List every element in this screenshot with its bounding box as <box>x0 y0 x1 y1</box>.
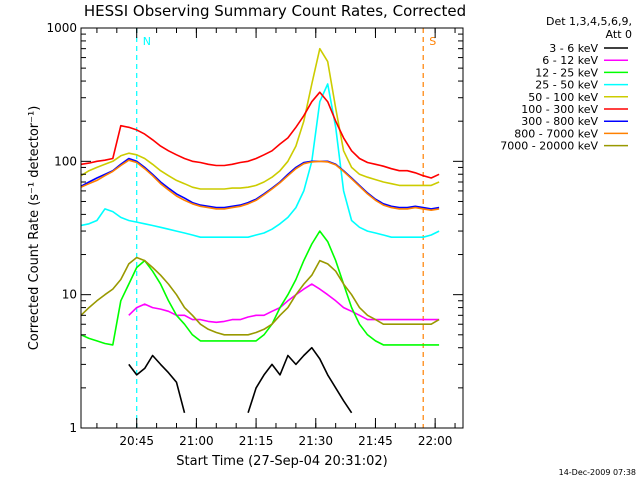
y-axis-label: Corrected Count Rate (s⁻¹ detector⁻¹) <box>27 106 42 351</box>
footer-timestamp: 14-Dec-2009 07:38 <box>559 468 636 477</box>
x-tick-label: 22:00 <box>418 434 453 448</box>
series-line-6 <box>81 157 440 210</box>
y-tick-label: 10 <box>62 288 77 302</box>
annotation-label-0: N <box>143 35 151 48</box>
legend-label-4: 50 - 100 keV <box>528 91 598 104</box>
plot-frame <box>80 27 464 429</box>
series-line-0 <box>128 346 353 414</box>
x-tick-label: 21:00 <box>179 434 214 448</box>
x-axis: 20:45 21:00 21:15 21:30 21:45 22:00 <box>96 28 456 448</box>
legend-label-1: 6 - 12 keV <box>542 54 598 67</box>
y-tick-label: 1000 <box>46 21 77 35</box>
series-line-3 <box>81 83 440 238</box>
series-line-8 <box>81 256 440 336</box>
series-line-1 <box>128 283 440 324</box>
legend-label-7: 800 - 7000 keV <box>514 127 598 140</box>
legend-header-line-1: Det 1,3,4,5,6,9, <box>546 15 632 28</box>
y-tick-label: 100 <box>54 154 77 168</box>
x-tick-label: 21:15 <box>239 434 274 448</box>
x-tick-label: 20:45 <box>119 434 154 448</box>
legend-label-3: 25 - 50 keV <box>535 79 598 92</box>
y-axis: 1 10 100 1000 <box>46 21 463 435</box>
series-line-4 <box>81 47 440 190</box>
x-tick-label: 21:30 <box>298 434 333 448</box>
y-tick-label: 1 <box>69 421 77 435</box>
chart-title: HESSI Observing Summary Count Rates, Cor… <box>84 2 466 20</box>
plot-content <box>81 28 440 428</box>
annotation-label-1: S <box>429 35 436 48</box>
legend-label-0: 3 - 6 keV <box>549 42 598 55</box>
legend-header-line-2: Att 0 <box>606 28 632 41</box>
series-line-7 <box>81 159 440 211</box>
series-line-2 <box>81 230 440 346</box>
legend-label-2: 12 - 25 keV <box>535 66 598 79</box>
legend-label-8: 7000 - 20000 keV <box>500 140 598 153</box>
legend-label-6: 300 - 800 keV <box>521 115 598 128</box>
series-line-5 <box>81 91 440 179</box>
legend-label-5: 100 - 300 keV <box>521 103 598 116</box>
x-axis-label: Start Time (27-Sep-04 20:31:02) <box>176 454 387 469</box>
x-tick-label: 21:45 <box>358 434 393 448</box>
